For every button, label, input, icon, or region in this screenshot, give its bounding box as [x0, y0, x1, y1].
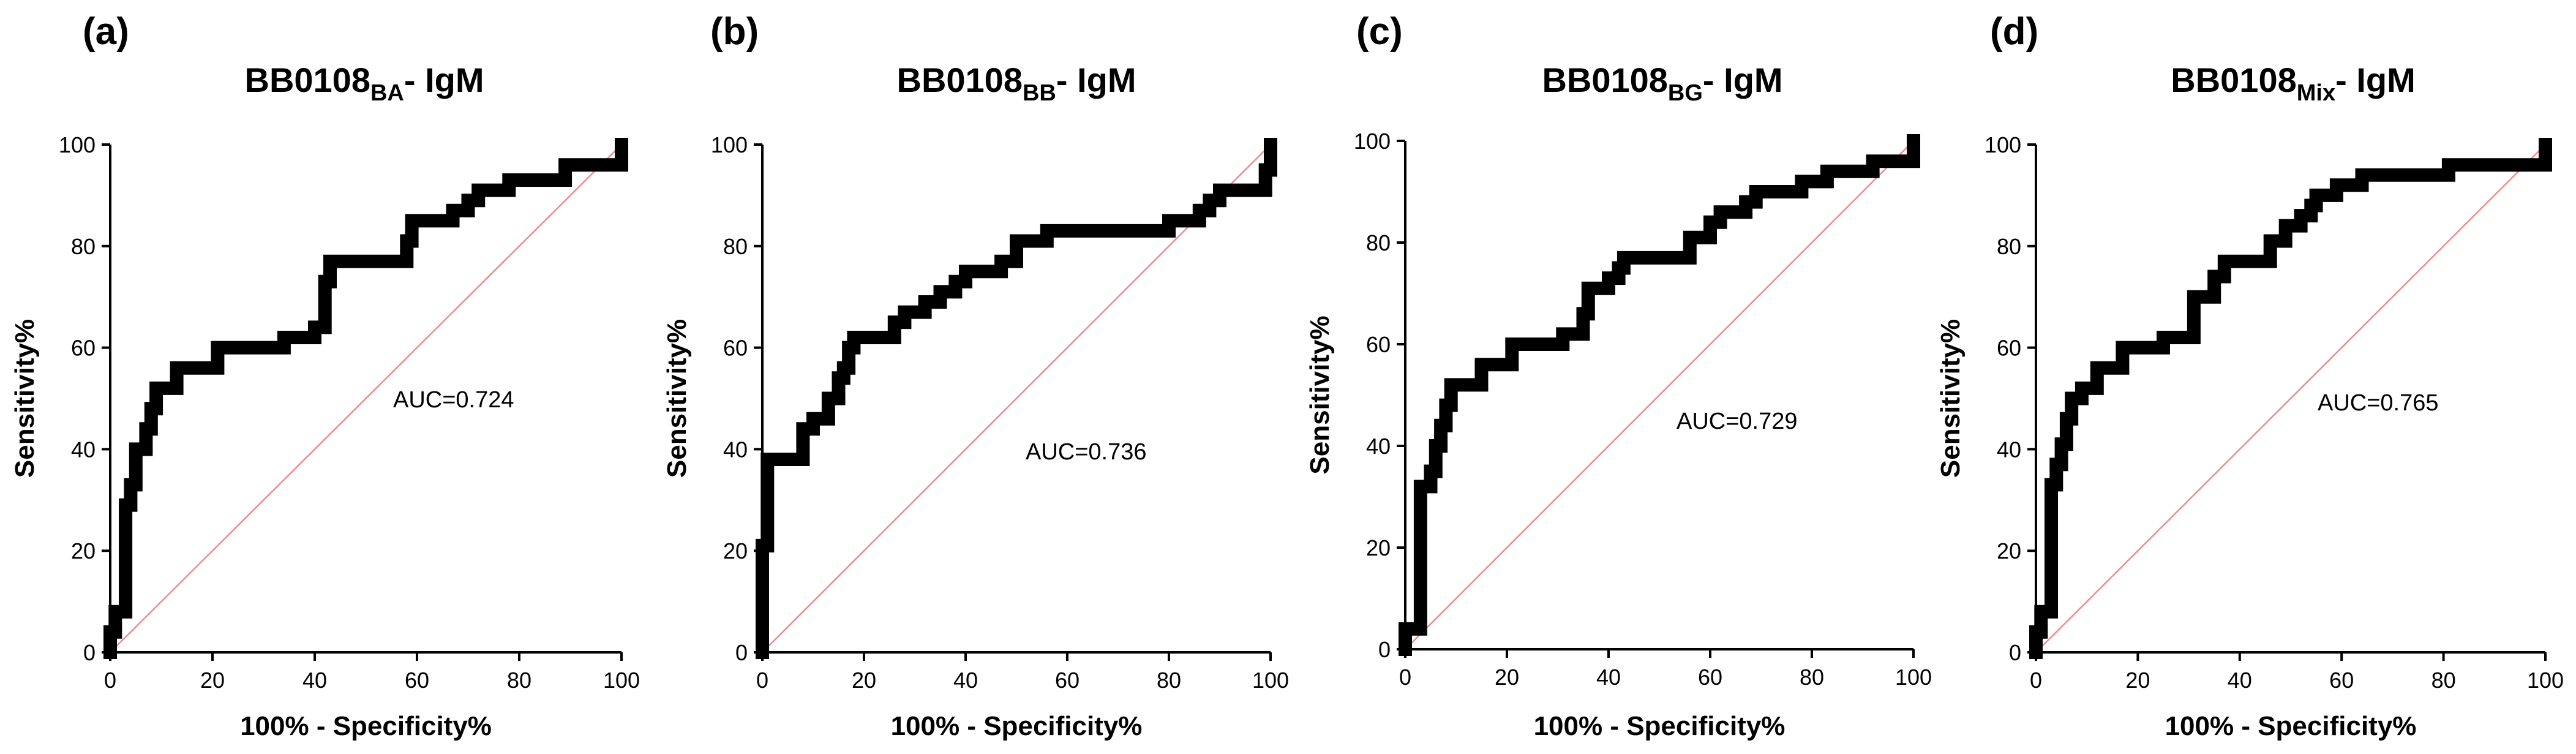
- y-tick-label: 40: [723, 437, 748, 462]
- reference-diagonal-line: [110, 144, 622, 653]
- chart-title-suffix: - IgM: [2335, 61, 2416, 99]
- roc-curve: [756, 138, 1277, 659]
- chart-title-main: BB0108: [1542, 61, 1667, 99]
- x-tick-label: 60: [1698, 665, 1722, 690]
- x-tick-label: 60: [2329, 668, 2354, 693]
- chart-panel-2: (b) BB0108BB- IgM 0 20 40 60 80 100 0 20 40 60 80 100…: [662, 10, 1289, 741]
- y-tick-label: 100: [711, 132, 748, 157]
- y-tick-label: 20: [1997, 538, 2021, 564]
- chart-title-main: BB0108: [2171, 61, 2296, 99]
- chart-title-subscript: Mix: [2297, 80, 2335, 106]
- chart-title: BB0108BG- IgM: [1542, 61, 1782, 106]
- panel-label: (c): [1356, 10, 1403, 53]
- reference-diagonal-line: [762, 144, 1271, 653]
- x-tick-label: 100: [2527, 668, 2564, 693]
- y-tick-label: 60: [1366, 332, 1391, 357]
- y-tick-label: 20: [723, 538, 748, 564]
- x-tick-label: 40: [302, 668, 327, 693]
- y-tick-label: 0: [83, 640, 96, 665]
- chart-panel-3: (c) BB0108BG- IgM 0 20 40 60 80 100 0 20 40 60 80 100…: [1305, 10, 1932, 741]
- y-tick-label: 20: [1366, 535, 1391, 560]
- y-axis-title: Sensitivity%: [1305, 315, 1335, 474]
- reference-diagonal-line: [2035, 144, 2546, 653]
- x-tick-label: 40: [953, 668, 978, 693]
- x-tick-label: 80: [2431, 668, 2456, 693]
- auc-annotation: AUC=0.736: [1026, 439, 1147, 465]
- x-tick-label: 80: [507, 668, 531, 693]
- x-tick-label: 20: [852, 668, 876, 693]
- x-tick-label: 0: [1399, 665, 1411, 690]
- y-axis-title: Sensitivity%: [662, 319, 692, 478]
- panel-label: (d): [1990, 10, 2038, 53]
- y-tick-label: 100: [59, 132, 96, 157]
- chart-title-suffix: - IgM: [404, 61, 484, 99]
- chart-title-suffix: - IgM: [1056, 61, 1136, 99]
- chart-panel-4: (d) BB0108Mix- IgM 0 20 40 60 80 100 0 20 40 60 80 10…: [1936, 10, 2564, 741]
- y-tick-label: 40: [1997, 437, 2021, 462]
- y-tick-label: 100: [1985, 132, 2021, 157]
- auc-annotation: AUC=0.724: [393, 387, 514, 413]
- auc-annotation: AUC=0.729: [1677, 409, 1798, 434]
- x-tick-label: 40: [1596, 665, 1621, 690]
- y-tick-label: 60: [1997, 336, 2021, 361]
- x-tick-label: 20: [200, 668, 225, 693]
- chart-title: BB0108BA- IgM: [245, 61, 484, 106]
- chart-title-subscript: BA: [370, 80, 404, 106]
- x-tick-label: 60: [405, 668, 429, 693]
- roc-curve: [103, 138, 628, 659]
- y-tick-label: 0: [1378, 637, 1391, 662]
- chart-title-main: BB0108: [245, 61, 370, 99]
- y-tick-label: 20: [71, 538, 96, 564]
- y-tick-label: 100: [1354, 129, 1391, 154]
- roc-curve: [1399, 134, 1920, 656]
- chart-title-subscript: BB: [1023, 80, 1056, 106]
- chart-title-suffix: - IgM: [1703, 61, 1783, 99]
- y-tick-label: 80: [723, 234, 748, 259]
- x-tick-label: 80: [1800, 665, 1824, 690]
- x-tick-label: 0: [756, 668, 768, 693]
- roc-curve: [2029, 138, 2552, 659]
- panel-label: (a): [83, 10, 129, 53]
- y-axis-title: Sensitivity%: [1936, 319, 1966, 478]
- x-tick-label: 60: [1055, 668, 1080, 693]
- x-tick-label: 100: [1252, 668, 1289, 693]
- x-axis-title: 100% - Specificity%: [2165, 711, 2417, 741]
- y-tick-label: 80: [1997, 234, 2021, 259]
- y-tick-label: 40: [71, 437, 96, 462]
- x-axis-title: 100% - Specificity%: [240, 711, 492, 741]
- y-tick-label: 40: [1366, 434, 1391, 459]
- reference-diagonal-line: [1405, 140, 1914, 650]
- chart-panel-1: (a) BB0108BA- IgM 0 20 40 60 80 100 0 20 40 60 80 100…: [10, 10, 640, 741]
- x-tick-label: 100: [603, 668, 640, 693]
- x-tick-label: 40: [2228, 668, 2252, 693]
- chart-title: BB0108Mix- IgM: [2171, 61, 2415, 106]
- x-tick-label: 0: [104, 668, 116, 693]
- y-tick-label: 60: [71, 336, 96, 361]
- auc-annotation: AUC=0.765: [2318, 390, 2439, 416]
- x-tick-label: 0: [2030, 668, 2042, 693]
- chart-title: BB0108BB- IgM: [897, 61, 1136, 106]
- x-axis-title: 100% - Specificity%: [891, 711, 1143, 741]
- x-tick-label: 20: [1495, 665, 1519, 690]
- x-tick-label: 20: [2125, 668, 2150, 693]
- x-tick-label: 100: [1895, 665, 1932, 690]
- y-tick-label: 80: [1366, 230, 1391, 255]
- chart-title-main: BB0108: [897, 61, 1023, 99]
- y-tick-label: 0: [735, 640, 748, 665]
- x-axis-title: 100% - Specificity%: [1534, 711, 1786, 741]
- x-tick-label: 80: [1157, 668, 1181, 693]
- y-axis-title: Sensitivity%: [10, 319, 40, 478]
- y-tick-label: 60: [723, 336, 748, 361]
- panel-label: (b): [710, 10, 759, 53]
- y-tick-label: 0: [2009, 640, 2021, 665]
- y-tick-label: 80: [71, 234, 96, 259]
- chart-title-subscript: BG: [1668, 80, 1703, 106]
